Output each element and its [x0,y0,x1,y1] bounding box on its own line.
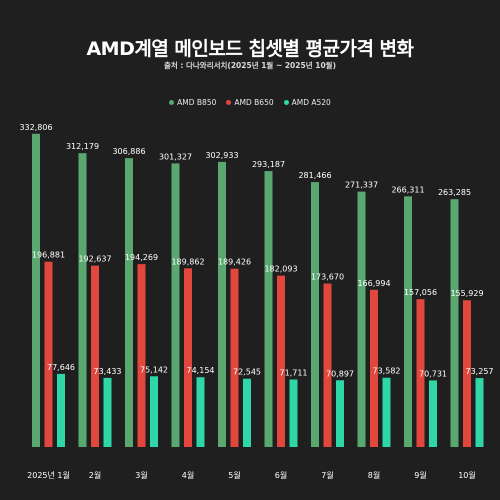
bar-b850-10 [450,199,459,447]
bar-a520-5 [243,378,251,447]
value-label-b850-3: 306,886 [112,147,145,156]
x-tick-label-5: 5월 [228,470,240,480]
value-label-a520-1: 77,646 [47,363,75,372]
bar-b850-5 [218,161,226,447]
bar-a520-2 [103,377,112,447]
bar-b650-2 [91,265,99,447]
legend: AMD B850 AMD B650 AMD A520 [0,98,500,107]
value-label-a520-3: 75,142 [140,365,168,374]
legend-label-b850: AMD B850 [177,98,217,107]
bar-b850-8 [357,191,366,447]
value-label-b650-1: 196,881 [32,251,65,260]
x-tick-label-7: 7월 [321,470,333,480]
bar-b850-3 [125,158,133,447]
value-label-b650-2: 192,637 [78,255,111,264]
x-tick-label-3: 3월 [135,470,147,480]
bar-b650-6 [277,275,285,447]
legend-swatch-a520 [283,100,289,105]
value-label-a520-9: 70,731 [419,369,447,378]
bar-b650-8 [370,289,378,447]
value-label-b850-6: 293,187 [252,160,285,169]
value-label-b650-9: 157,056 [404,288,437,297]
legend-item-b850: AMD B850 [169,98,216,107]
value-label-a520-2: 73,433 [94,367,122,376]
value-label-a520-5: 72,545 [233,368,261,377]
value-label-a520-10: 73,257 [466,367,494,376]
legend-swatch-b850 [169,100,175,105]
bar-b650-10 [463,300,471,447]
value-label-b650-7: 173,670 [311,273,344,282]
value-label-b850-4: 301,327 [159,152,192,161]
value-label-a520-8: 73,582 [373,367,401,376]
value-label-b650-8: 166,994 [357,279,390,288]
value-label-b650-10: 155,929 [450,289,483,298]
legend-label-b650: AMD B650 [234,98,274,107]
value-label-b650-5: 189,426 [218,258,251,267]
value-label-b650-4: 189,862 [171,257,204,266]
value-label-b850-7: 281,466 [298,171,331,180]
bar-b850-1 [32,133,40,448]
value-label-a520-6: 71,711 [280,369,308,378]
bar-b650-4 [184,268,192,447]
bar-a520-8 [382,377,391,447]
bar-b850-4 [171,163,180,447]
bar-b650-3 [137,264,146,447]
value-label-b850-8: 271,337 [345,181,378,190]
chart-title: AMD계열 메인보드 칩셋별 평균가격 변화 [86,38,414,60]
value-label-b850-9: 266,311 [391,185,424,194]
legend-swatch-b650 [226,100,232,105]
bar-a520-3 [150,376,158,447]
bar-a520-10 [475,378,484,447]
x-tick-label-6: 6월 [275,470,287,480]
bar-b850-9 [404,196,412,447]
x-tick-label-8: 8월 [368,470,380,480]
value-label-a520-7: 70,897 [326,369,354,378]
legend-item-a520: AMD A520 [283,98,331,107]
chart-subtitle: 출처 : 다나와리서치(2025년 1월 ~ 2025년 10월) [163,61,336,70]
x-tick-label-10: 10월 [458,470,476,480]
bar-b650-7 [323,283,332,447]
bar-a520-6 [289,379,298,447]
bar-b850-6 [264,171,273,447]
legend-label-a520: AMD A520 [291,98,331,107]
x-tick-label-1: 2025년 1월 [27,470,70,480]
value-label-b850-10: 263,285 [438,188,471,197]
bar-b850-2 [78,153,87,448]
bar-a520-7 [336,380,344,447]
value-label-b650-3: 194,269 [125,253,158,262]
bar-a520-4 [196,377,205,447]
x-tick-label-4: 4월 [182,470,194,480]
value-label-b650-6: 182,093 [264,265,297,274]
x-tick-label-9: 9월 [414,470,426,480]
bar-b650-9 [416,299,425,447]
value-label-b850-1: 332,806 [19,123,52,132]
x-tick-label-2: 2월 [89,470,101,480]
bar-b850-7 [311,182,319,447]
value-label-b850-5: 302,933 [205,151,238,160]
bar-a520-9 [429,380,437,447]
value-label-a520-4: 74,154 [187,366,215,375]
value-label-b850-2: 312,179 [66,142,99,151]
legend-item-b650: AMD B650 [226,98,274,107]
bar-b650-5 [230,268,239,447]
bar-a520-1 [57,373,65,447]
bar-b650-1 [44,261,53,447]
